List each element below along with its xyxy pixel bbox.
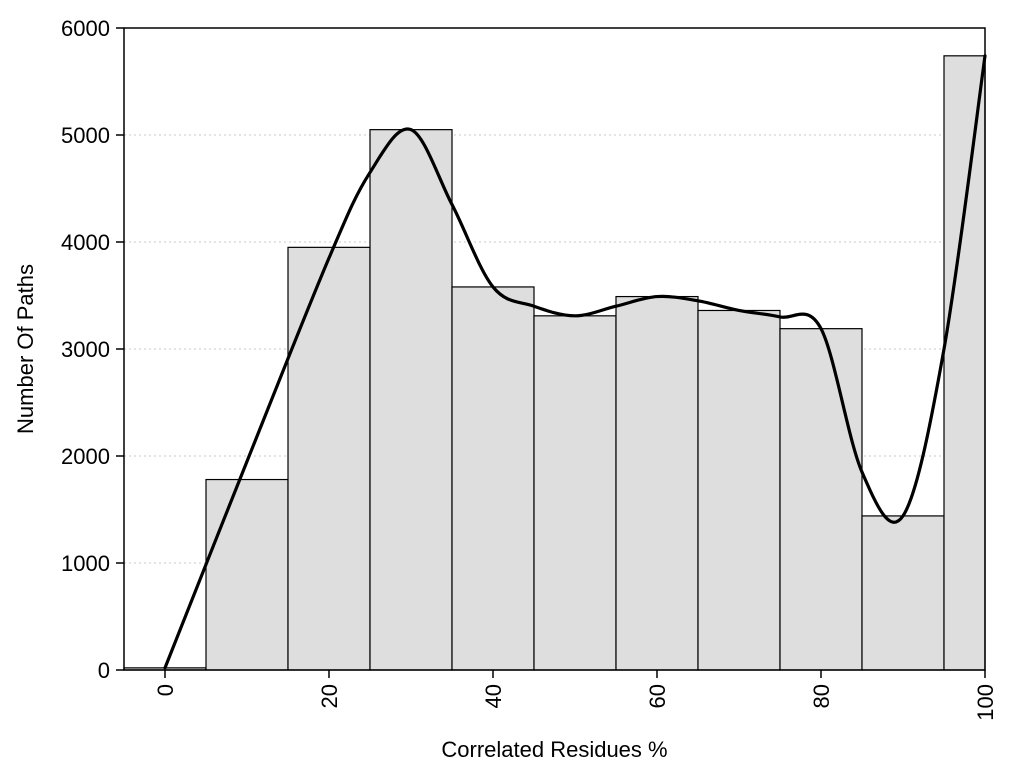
bar	[861, 515, 945, 671]
bar	[533, 315, 617, 671]
bar	[451, 286, 535, 671]
x-tick-label: 100	[973, 684, 998, 721]
x-axis: 0 20 40 60 80 100	[153, 670, 998, 721]
y-tick-label: 1000	[61, 551, 110, 576]
x-tick-label: 20	[317, 684, 342, 708]
bar	[205, 478, 289, 671]
x-tick-label: 40	[481, 684, 506, 708]
bar	[943, 55, 986, 671]
bar	[697, 309, 781, 671]
y-axis-label: Number Of Paths	[13, 264, 38, 434]
bar	[779, 328, 863, 671]
y-tick-label: 6000	[61, 16, 110, 41]
bar	[369, 129, 453, 671]
bars	[123, 55, 986, 671]
y-axis: 0 1000 2000 3000 4000 5000 6000	[61, 16, 124, 683]
x-tick-label: 60	[645, 684, 670, 708]
y-tick-label: 3000	[61, 337, 110, 362]
bar	[615, 295, 699, 671]
trend-curve	[163, 54, 987, 670]
y-tick-label: 5000	[61, 123, 110, 148]
y-tick-label: 4000	[61, 230, 110, 255]
y-tick-label: 2000	[61, 444, 110, 469]
x-tick-label: 80	[809, 684, 834, 708]
x-tick-label: 0	[153, 684, 178, 696]
bar	[287, 246, 371, 671]
y-tick-label: 0	[98, 658, 110, 683]
x-axis-label: Correlated Residues %	[441, 737, 667, 762]
